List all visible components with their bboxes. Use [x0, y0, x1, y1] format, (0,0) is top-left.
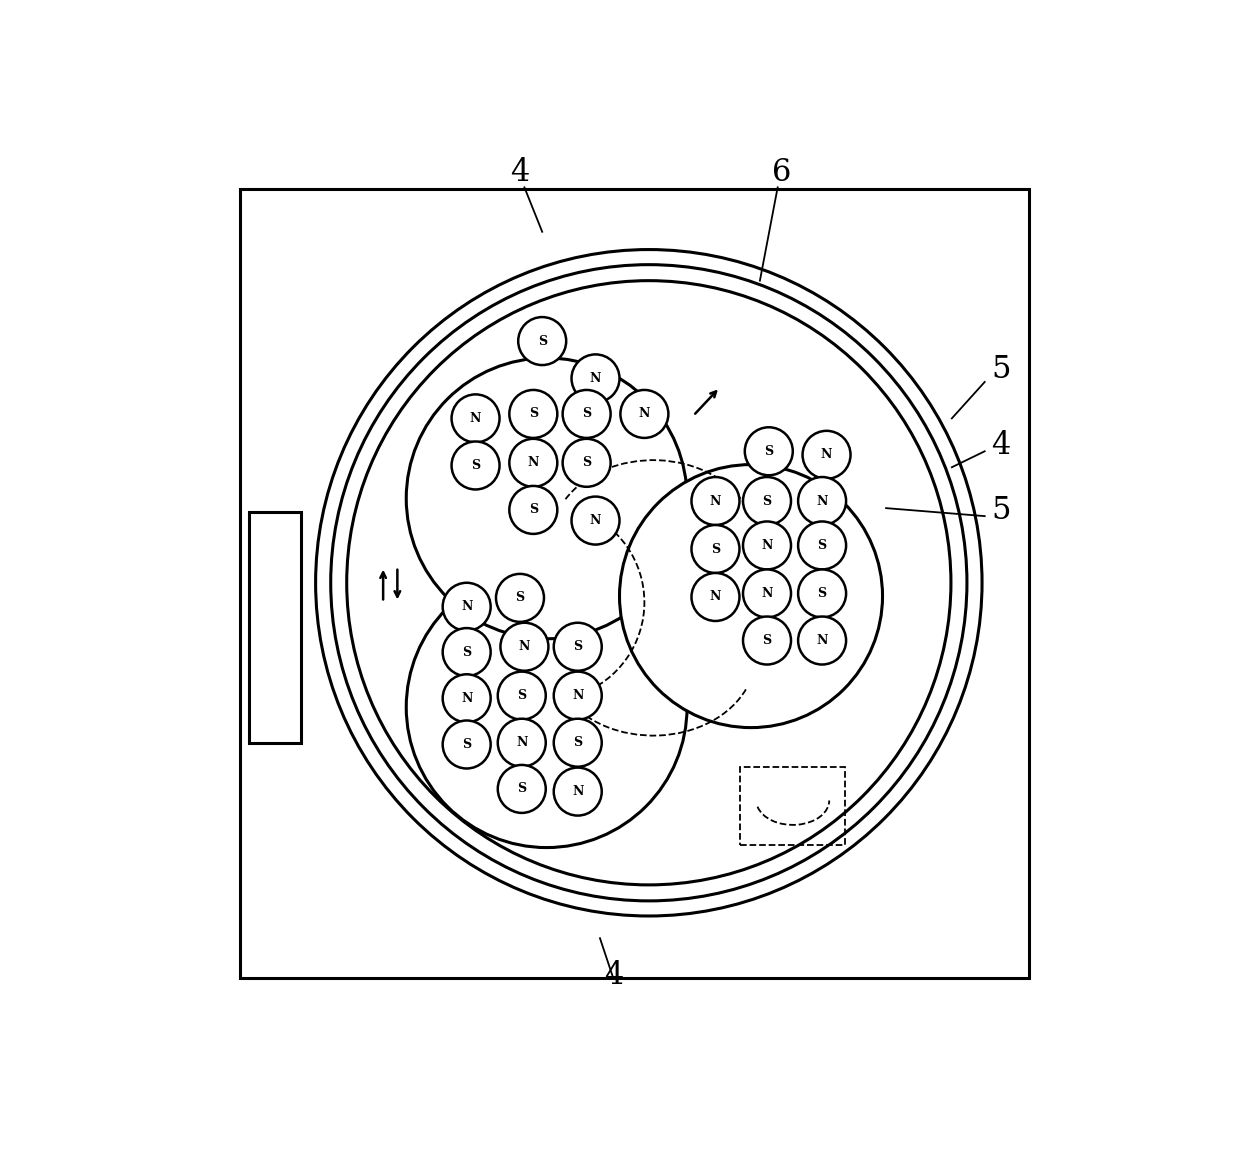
- Text: S: S: [763, 634, 771, 647]
- Text: N: N: [816, 634, 828, 647]
- Circle shape: [620, 390, 668, 437]
- Circle shape: [451, 442, 500, 489]
- Text: N: N: [516, 736, 527, 749]
- Text: N: N: [590, 372, 601, 385]
- Text: 4: 4: [991, 430, 1011, 460]
- Text: N: N: [461, 691, 472, 705]
- Text: S: S: [764, 444, 774, 458]
- Circle shape: [743, 569, 791, 617]
- Circle shape: [443, 674, 491, 722]
- Circle shape: [799, 616, 846, 665]
- Bar: [241, 189, 1029, 979]
- Circle shape: [799, 477, 846, 525]
- Text: N: N: [572, 689, 584, 702]
- Circle shape: [510, 390, 557, 437]
- Circle shape: [799, 569, 846, 617]
- Text: S: S: [528, 503, 538, 516]
- Text: S: S: [817, 587, 827, 600]
- Circle shape: [554, 719, 601, 766]
- Text: N: N: [590, 514, 601, 527]
- Text: S: S: [582, 456, 591, 470]
- Text: N: N: [470, 412, 481, 425]
- Text: N: N: [709, 591, 722, 604]
- Circle shape: [743, 522, 791, 569]
- Circle shape: [743, 477, 791, 525]
- Text: S: S: [711, 542, 720, 555]
- Circle shape: [572, 496, 620, 545]
- Circle shape: [745, 427, 792, 475]
- Text: N: N: [528, 456, 539, 470]
- Text: 4: 4: [605, 960, 624, 991]
- Text: S: S: [528, 407, 538, 420]
- Circle shape: [572, 354, 620, 403]
- Bar: [249, 511, 300, 743]
- Text: N: N: [761, 587, 773, 600]
- Text: 6: 6: [773, 157, 792, 188]
- Circle shape: [563, 439, 610, 487]
- Text: S: S: [538, 335, 547, 347]
- Circle shape: [443, 628, 491, 676]
- Text: N: N: [709, 495, 722, 508]
- Circle shape: [443, 720, 491, 769]
- Text: N: N: [518, 640, 531, 653]
- Text: N: N: [761, 539, 773, 552]
- Text: S: S: [582, 407, 591, 420]
- Circle shape: [743, 616, 791, 665]
- Circle shape: [554, 767, 601, 816]
- Circle shape: [497, 765, 546, 812]
- Circle shape: [799, 522, 846, 569]
- Text: 4: 4: [511, 157, 529, 188]
- Circle shape: [620, 465, 883, 728]
- Circle shape: [510, 486, 557, 534]
- Circle shape: [443, 583, 491, 631]
- Circle shape: [563, 390, 610, 437]
- Circle shape: [692, 525, 739, 574]
- Circle shape: [496, 574, 544, 622]
- Circle shape: [407, 358, 687, 639]
- Text: S: S: [573, 736, 583, 749]
- Circle shape: [407, 567, 687, 847]
- Text: 5: 5: [991, 495, 1011, 526]
- Circle shape: [692, 477, 739, 525]
- Text: S: S: [463, 739, 471, 751]
- Circle shape: [510, 439, 557, 487]
- Circle shape: [692, 574, 739, 621]
- Text: S: S: [763, 495, 771, 508]
- Circle shape: [554, 672, 601, 720]
- Text: N: N: [461, 600, 472, 613]
- Text: N: N: [816, 495, 828, 508]
- Text: S: S: [573, 640, 583, 653]
- Text: 5: 5: [991, 354, 1011, 385]
- Text: N: N: [572, 785, 584, 799]
- Text: S: S: [517, 689, 526, 702]
- Text: S: S: [517, 782, 526, 795]
- Circle shape: [501, 623, 548, 670]
- Text: S: S: [471, 459, 480, 472]
- Circle shape: [802, 430, 851, 479]
- Circle shape: [554, 623, 601, 670]
- Text: S: S: [817, 539, 827, 552]
- Bar: [740, 766, 846, 845]
- Text: S: S: [463, 645, 471, 659]
- Text: N: N: [639, 407, 650, 420]
- Text: N: N: [821, 448, 832, 462]
- Circle shape: [451, 395, 500, 442]
- Circle shape: [497, 672, 546, 720]
- Text: S: S: [516, 591, 525, 605]
- Circle shape: [497, 719, 546, 766]
- Circle shape: [518, 317, 567, 365]
